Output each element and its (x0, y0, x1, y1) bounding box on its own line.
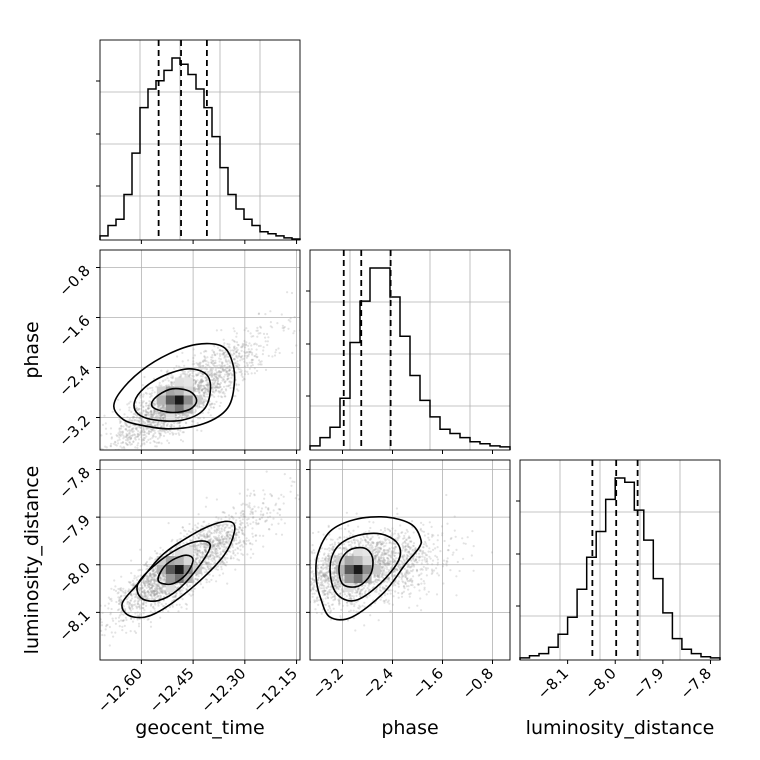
density-cell (165, 386, 175, 396)
x-axis-label-luminosity_distance: luminosity_distance (526, 717, 715, 739)
density-cell (362, 547, 372, 557)
density-cell (353, 574, 363, 584)
xtick-label-phase-1: −2.4 (359, 664, 397, 702)
histogram-luminosity_distance (519, 477, 721, 660)
ytick-label-luminosity_distance-1: −8.0 (55, 559, 93, 597)
density-cell (165, 395, 175, 405)
contour-level-1 (315, 516, 423, 621)
density-cell (174, 377, 184, 387)
panel-frame (99, 249, 301, 451)
contour-level-2 (133, 367, 212, 422)
density-cell (183, 565, 193, 575)
contour-level-3 (338, 546, 374, 588)
density-cell (183, 404, 193, 414)
xtick-label-geocent_time-1: −12.45 (146, 664, 198, 716)
density-cell (174, 574, 184, 584)
panel-frame (309, 249, 511, 451)
scatter-panel-phase-luminosity_distance (309, 459, 511, 661)
scatter-samples (100, 470, 300, 647)
density-cell (362, 556, 372, 566)
panel-frame (99, 39, 301, 241)
density-cell (174, 386, 184, 396)
ytick-label-luminosity_distance-2: −7.9 (55, 511, 93, 549)
contour-level-2 (329, 532, 402, 602)
scatter-panel-geocent_time-phase (99, 249, 301, 451)
panel-frame (309, 459, 511, 661)
hist-panel-phase (306, 249, 511, 451)
density-cell (174, 395, 184, 405)
density-cell (165, 574, 175, 584)
density-cell (165, 413, 175, 423)
density-cell (183, 547, 193, 557)
histogram-geocent_time (99, 57, 301, 240)
scatter-panel-geocent_time-luminosity_distance (99, 459, 301, 661)
density-cell (174, 547, 184, 557)
density-cell (183, 395, 193, 405)
xtick-label-geocent_time-2: −12.30 (197, 664, 249, 716)
xtick-label-phase-2: −1.6 (409, 664, 447, 702)
density-cell (353, 556, 363, 566)
density-cell (344, 565, 354, 575)
panel-content (100, 250, 300, 450)
y-axis-label-luminosity_distance: luminosity_distance (21, 466, 43, 655)
ytick-label-luminosity_distance-0: −8.1 (55, 606, 93, 644)
histogram-phase (309, 267, 511, 450)
density-cell (183, 377, 193, 387)
contour-level-3 (157, 554, 194, 586)
xtick-label-phase-3: −0.8 (459, 664, 497, 702)
density-cell (174, 565, 184, 575)
panel-content (310, 460, 510, 660)
xtick-label-luminosity_distance-1: −8.0 (581, 664, 619, 702)
scatter-samples (310, 493, 494, 632)
density-cell (335, 565, 345, 575)
density-cell (344, 574, 354, 584)
panel-content (100, 460, 300, 660)
ytick-label-phase-0: −3.2 (55, 412, 93, 450)
panel-frame (99, 459, 301, 661)
hist-panel-luminosity_distance (516, 459, 721, 661)
contour-level-3 (150, 387, 198, 414)
density-cell (362, 565, 372, 575)
xtick-label-geocent_time-0: −12.60 (94, 664, 146, 716)
xtick-label-luminosity_distance-3: −7.8 (677, 664, 715, 702)
density-cell (353, 565, 363, 575)
ytick-label-phase-1: −2.4 (55, 362, 93, 400)
ytick-label-luminosity_distance-3: −7.8 (55, 464, 93, 502)
xtick-label-phase-0: −3.2 (309, 664, 347, 702)
hist-panel-geocent_time (96, 39, 301, 241)
density-cell (156, 395, 166, 405)
y-axis-label-phase: phase (21, 321, 43, 378)
x-axis-label-geocent_time: geocent_time (135, 717, 264, 739)
density-cell (183, 556, 193, 566)
panel-frame (519, 459, 721, 661)
density-cell (371, 565, 381, 575)
density-cell (174, 404, 184, 414)
ytick-label-phase-2: −1.6 (55, 312, 93, 350)
xtick-label-geocent_time-3: −12.15 (249, 664, 301, 716)
scatter-samples (100, 291, 300, 450)
contour-level-2 (136, 540, 212, 602)
density-cell (353, 547, 363, 557)
x-axis-label-phase: phase (381, 717, 438, 739)
density-cell (165, 583, 175, 593)
density-cell (165, 404, 175, 414)
contour-level-1 (112, 342, 236, 430)
density-cell (174, 556, 184, 566)
density-cell (344, 556, 354, 566)
ytick-label-phase-3: −0.8 (55, 262, 93, 300)
xtick-label-luminosity_distance-0: −8.1 (534, 664, 572, 702)
xtick-label-luminosity_distance-2: −7.9 (629, 664, 667, 702)
density-shading (156, 377, 202, 423)
density-cell (156, 386, 166, 396)
density-cell (165, 565, 175, 575)
